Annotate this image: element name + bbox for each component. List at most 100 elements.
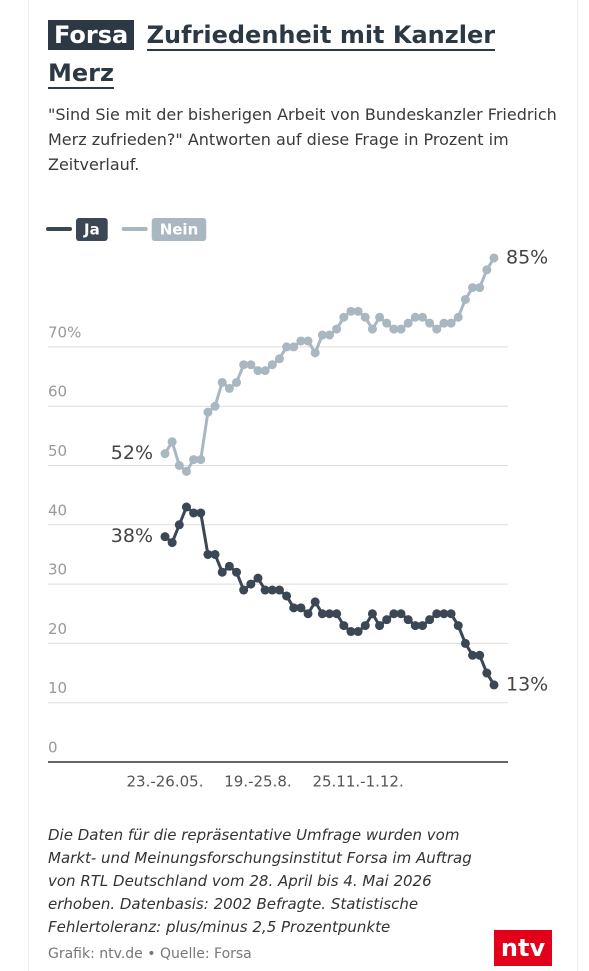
data-point [246,360,256,370]
data-point [432,609,442,619]
data-point [453,621,463,631]
data-point [174,520,184,530]
data-point [181,502,191,512]
data-point [260,366,270,376]
data-point [196,508,206,518]
y-tick-label: 40 [48,501,67,519]
data-point [417,621,427,631]
data-point [303,609,313,619]
data-point [446,609,456,619]
data-point [339,312,349,322]
title-block: Forsa Zufriedenheit mit Kanzler Merz [48,16,498,92]
y-tick-label: 50 [48,442,67,460]
data-point [346,306,356,316]
data-point [224,383,234,393]
data-point [432,324,442,334]
data-point [282,342,292,352]
data-point [310,348,320,358]
y-tick-label: 20 [48,620,67,638]
y-tick-label: 70% [48,323,81,341]
data-point [217,567,227,577]
data-point [210,549,220,559]
data-point [475,283,485,293]
data-point [296,603,306,613]
data-point [375,312,385,322]
chart-title: Zufriedenheit mit Kanzler Merz [48,21,496,89]
data-point [360,312,370,322]
data-point [274,354,284,364]
data-point [274,585,284,595]
data-point [217,377,227,387]
data-point [167,538,177,548]
data-point [189,455,199,465]
data-point [460,638,470,648]
data-point [310,597,320,607]
data-point [353,306,363,316]
value-label: 38% [111,525,153,547]
note: Die Daten für die repräsentative Umfrage… [48,826,472,936]
data-point [346,627,356,637]
data-point [267,585,277,595]
x-tick-label: 25.11.-1.12. [312,773,403,791]
legend-label: Ja [83,221,100,239]
data-point [317,609,327,619]
series-line [164,505,496,686]
data-point [296,336,306,346]
data-point [181,466,191,476]
value-label: 85% [506,246,548,268]
data-point [396,609,406,619]
subtitle: "Sind Sie mit der bisherigen Arbeit von … [48,105,557,174]
data-point [389,609,399,619]
data-point [232,567,242,577]
data-point [396,324,406,334]
data-point [282,591,292,601]
data-point [360,621,370,631]
data-point [439,318,449,328]
data-point [353,627,363,637]
data-point [367,324,377,334]
data-point [239,360,249,370]
data-point [167,437,177,447]
data-point [468,283,478,293]
data-point [267,360,277,370]
data-point [410,312,420,322]
data-point [482,265,492,275]
legend-label: Nein [160,221,199,239]
data-point [239,585,249,595]
data-point [160,449,170,459]
data-point [289,342,299,352]
data-point [253,573,263,583]
data-point [203,549,213,559]
data-point [339,621,349,631]
data-point [489,253,499,263]
data-point [325,330,334,340]
data-point [382,615,392,625]
y-tick-label: 10 [48,679,67,697]
data-point [417,312,427,322]
data-point [210,401,220,411]
value-label: 13% [506,673,548,695]
data-point [482,668,492,678]
data-point [303,336,313,346]
data-point [160,532,170,542]
data-point [375,621,385,631]
data-point [460,294,470,304]
data-point [174,461,184,470]
data-point [260,585,270,595]
data-point [425,318,435,328]
data-point [246,579,256,589]
data-point [403,318,413,328]
legend-badge [76,218,108,241]
data-point [382,318,392,328]
logo: ntv [494,930,552,966]
y-tick-label: 30 [48,561,67,579]
data-point [203,407,213,417]
data-point [389,324,399,334]
y-tick-label: 60 [48,383,67,401]
data-point [468,650,478,660]
data-point [439,609,449,619]
data-point [332,324,342,334]
chart: 0 10 20 30 40 50 60 70% 23.-26.05. 19.-25.8. 25.11… [46,218,548,791]
data-point [317,330,327,340]
